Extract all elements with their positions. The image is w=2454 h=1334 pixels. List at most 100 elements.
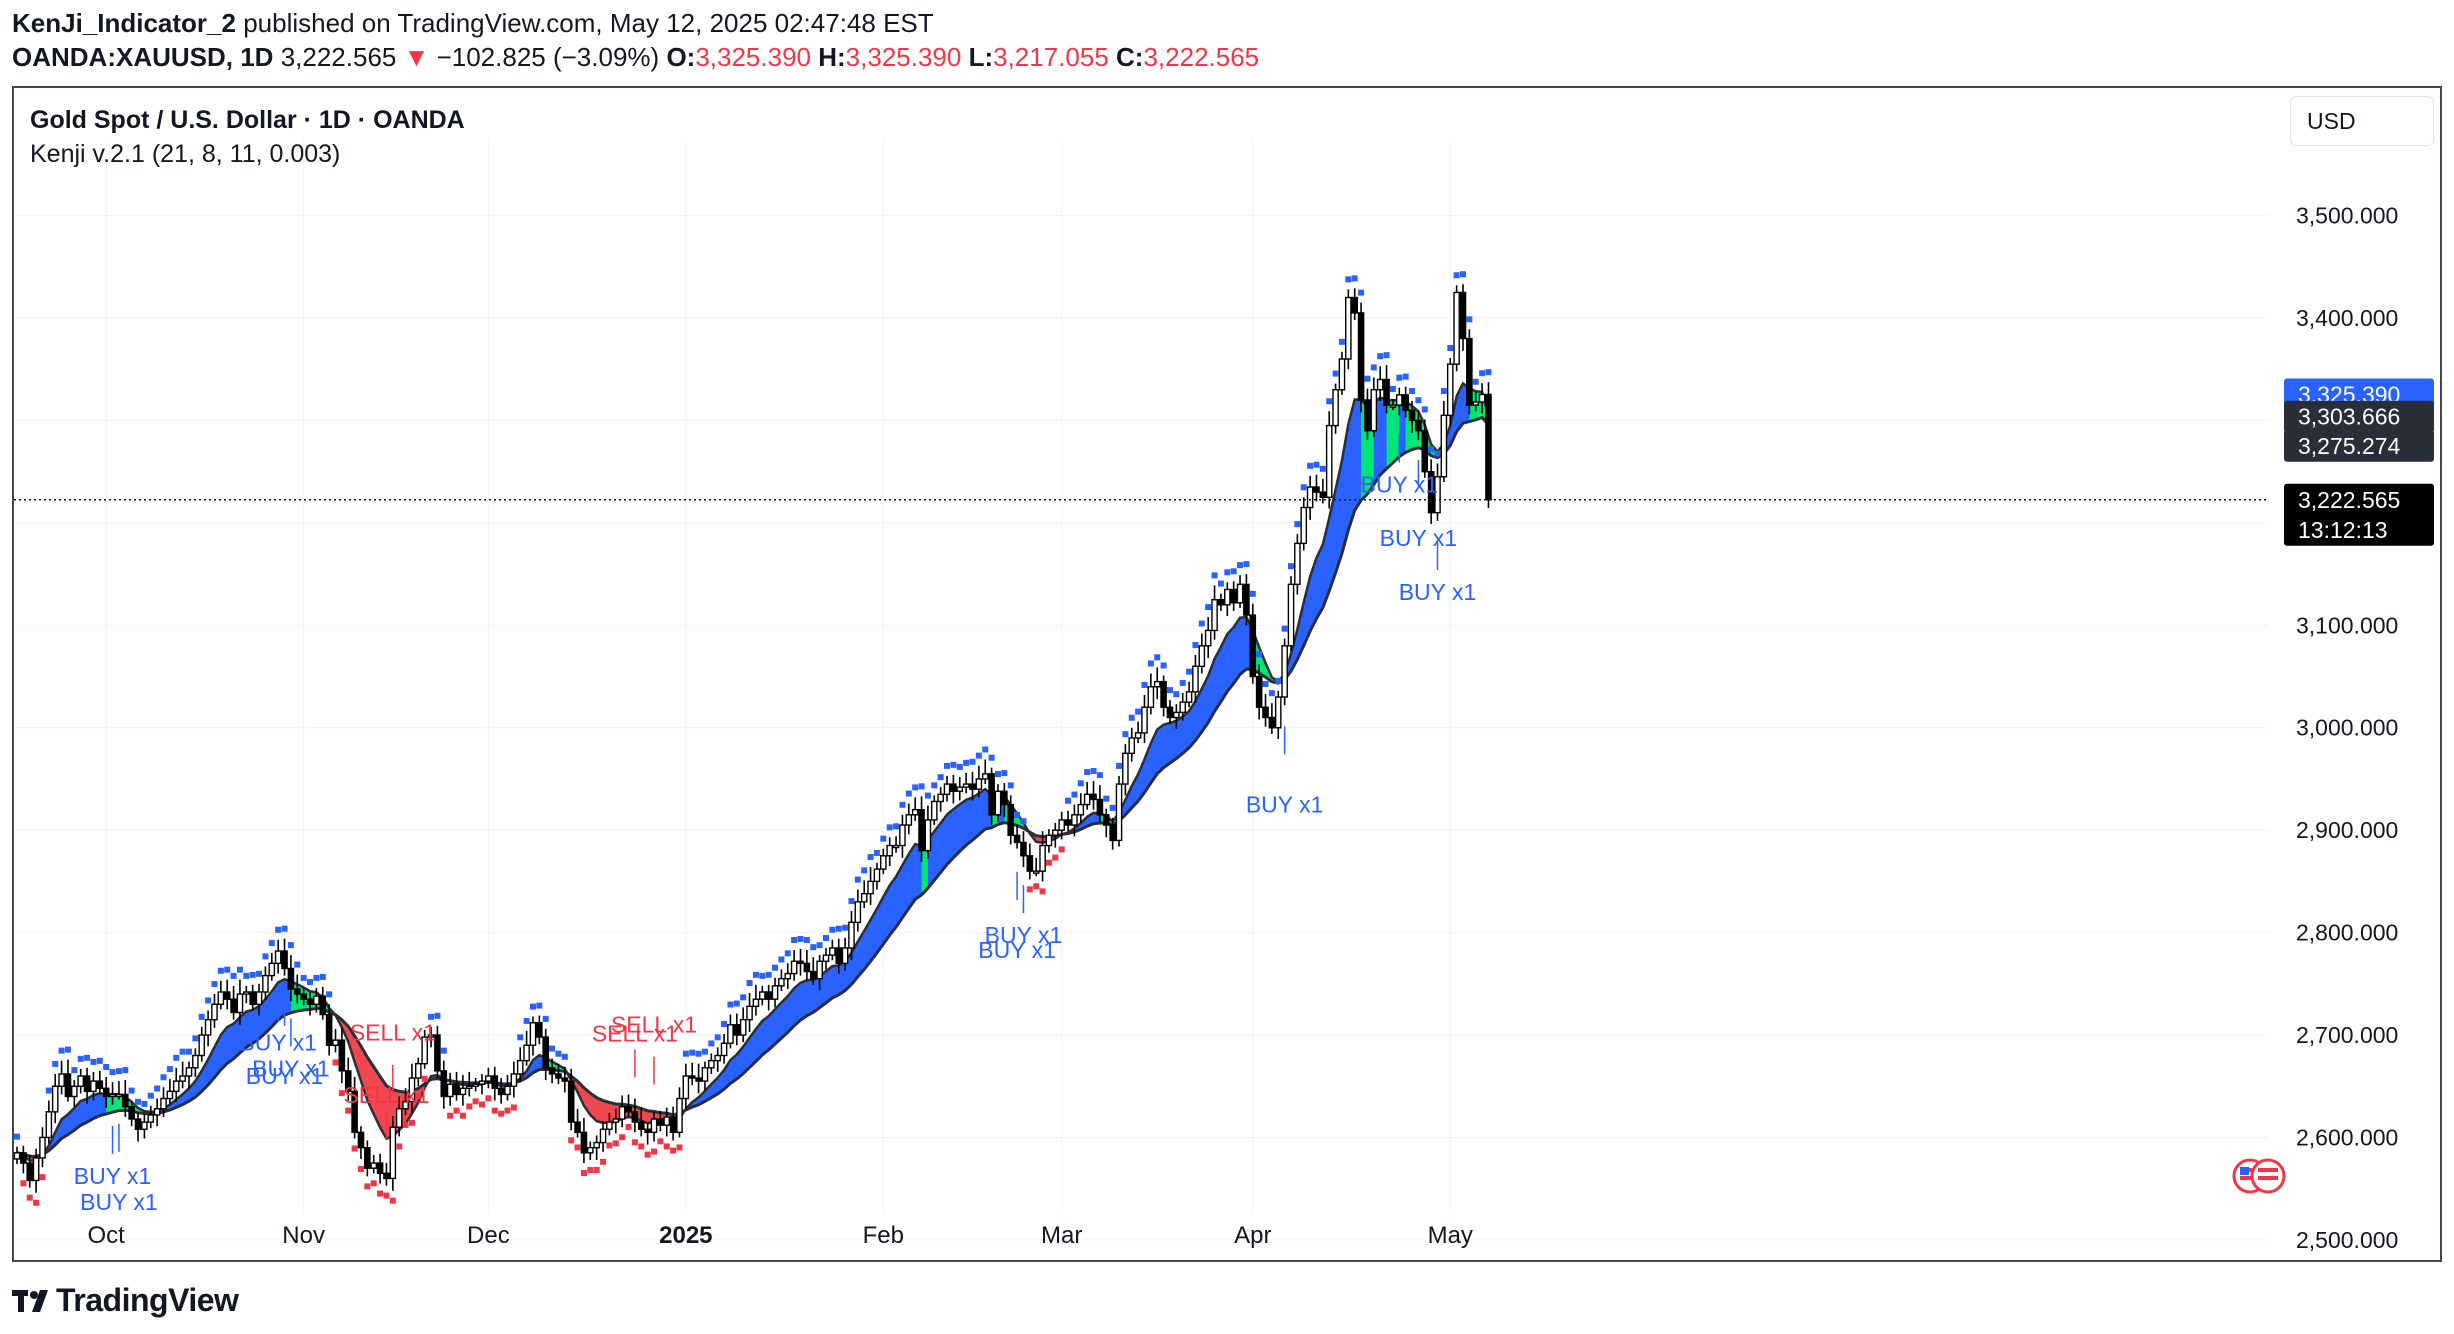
buy-signal-label: BUY x1 (1246, 791, 1324, 817)
author-name[interactable]: KenJi_Indicator_2 (12, 8, 236, 38)
bull-dot (103, 1064, 110, 1071)
bull-dot (434, 1012, 441, 1019)
band-segment (1214, 646, 1222, 712)
candle-body (364, 1146, 371, 1169)
bear-dot (402, 1121, 409, 1128)
signal-dots (14, 271, 1492, 1206)
candle-body (1160, 680, 1167, 708)
bull-dot (880, 835, 887, 842)
currency-button[interactable]: USD (2290, 96, 2434, 146)
candle-body (39, 1136, 46, 1159)
bull-dot (893, 823, 900, 830)
band-segment (112, 1094, 120, 1113)
bull-dot (1377, 353, 1384, 360)
candle-body (1268, 716, 1276, 729)
price-tag-last: 3,222.565 (2298, 487, 2400, 513)
candle-body (357, 1131, 365, 1149)
bull-dot (797, 935, 804, 942)
band-segment (838, 961, 846, 995)
candle-body (1077, 803, 1085, 816)
candle-body (822, 954, 830, 962)
bull-dot (230, 972, 237, 979)
candle-body (115, 1093, 123, 1098)
band-segment (1392, 399, 1400, 463)
candle-body (695, 1077, 702, 1082)
brand-name[interactable]: TradingView (56, 1282, 239, 1318)
band-segment (1310, 557, 1318, 632)
band-segment (367, 1057, 375, 1115)
bull-dot (842, 924, 849, 931)
candle-body (1408, 409, 1416, 422)
bull-dot (523, 1017, 530, 1024)
bull-dot (740, 994, 747, 1001)
flag-icon[interactable] (2232, 1158, 2286, 1194)
candle-body (618, 1106, 626, 1120)
time-tick-label: Feb (863, 1222, 904, 1249)
bear-dot (491, 1107, 498, 1114)
bull-dot (1128, 714, 1135, 721)
candle-body (720, 1042, 728, 1057)
candle-body (790, 960, 798, 975)
candle-body (478, 1080, 486, 1085)
candle-body (1345, 296, 1352, 360)
bull-dot (561, 1053, 568, 1060)
bull-dot (1007, 782, 1014, 789)
candle-body (829, 947, 836, 956)
bull-dot (1065, 797, 1072, 804)
bull-dot (217, 967, 224, 974)
bull-dot (517, 1034, 524, 1041)
bull-dot (1275, 677, 1282, 684)
band-segment (806, 979, 814, 1016)
bull-dot (727, 1001, 734, 1008)
bull-dot (1459, 271, 1466, 278)
price-tick-label: 3,000.000 (2296, 715, 2398, 741)
bull-dot (956, 763, 963, 770)
bull-dot (64, 1046, 71, 1053)
candle-body (179, 1075, 186, 1082)
price-tick-label: 2,500.000 (2296, 1227, 2398, 1253)
bull-dot (211, 981, 218, 988)
band-segment (857, 930, 865, 977)
time-axis[interactable]: Oct Nov Dec 2025 Feb Mar Apr May (88, 1222, 1473, 1249)
kenji-band (16, 381, 1490, 1163)
bull-dot (1020, 818, 1027, 825)
candle-body (440, 1070, 448, 1098)
band-segment (724, 1060, 732, 1090)
bull-dot (1243, 561, 1250, 568)
band-segment (1131, 774, 1139, 808)
candle-body (344, 1070, 352, 1093)
bull-dot (84, 1054, 91, 1061)
candle-body (1039, 844, 1046, 872)
candle-body (446, 1083, 454, 1098)
bull-dot (1014, 812, 1021, 819)
bull-dot (1396, 374, 1403, 381)
price-tick-label: 3,400.000 (2296, 305, 2398, 331)
candle-body (994, 790, 1002, 816)
band-segment (246, 1009, 254, 1048)
chart-legend-title[interactable]: Gold Spot / U.S. Dollar · 1D · OANDA (30, 106, 465, 134)
bull-dot (249, 971, 256, 978)
price-axis[interactable]: 2,500.000 2,600.000 2,700.000 2,800.000 2,90… (2296, 203, 2398, 1253)
brand-footer[interactable] (12, 1280, 56, 1320)
bull-dot (689, 1049, 696, 1056)
bull-dot (733, 1000, 740, 1007)
bull-dot (1294, 521, 1301, 528)
candle-body (172, 1080, 180, 1093)
candle-body (1357, 312, 1365, 401)
bull-dot (1211, 572, 1218, 579)
band-segment (959, 799, 967, 852)
bull-dot (772, 964, 779, 971)
candle-body (943, 783, 951, 796)
candle-body (510, 1073, 518, 1087)
candle-body (491, 1075, 499, 1089)
bull-dot (682, 1050, 689, 1057)
indicator-legend[interactable]: Kenji v.2.1 (21, 8, 11, 0.003) (30, 140, 341, 168)
band-segment (749, 1029, 757, 1068)
bull-dot (1402, 373, 1409, 380)
bull-dot (1332, 370, 1339, 377)
candle-body (1338, 358, 1346, 391)
candle-body (809, 970, 817, 980)
candle-body (1383, 378, 1390, 406)
buy-signal-label: BUY x1 (246, 1063, 324, 1089)
